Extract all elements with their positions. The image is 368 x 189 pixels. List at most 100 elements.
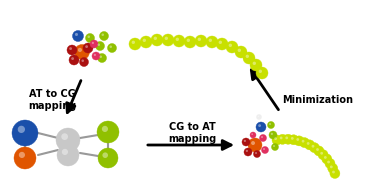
Circle shape [12, 120, 38, 146]
Circle shape [246, 150, 248, 152]
Circle shape [151, 34, 163, 46]
Circle shape [312, 145, 314, 148]
Circle shape [187, 39, 190, 42]
Circle shape [110, 46, 112, 48]
Circle shape [140, 36, 152, 48]
Circle shape [243, 52, 255, 64]
Circle shape [274, 137, 277, 140]
Circle shape [85, 45, 88, 48]
Circle shape [320, 152, 323, 155]
Circle shape [107, 43, 117, 53]
Circle shape [280, 136, 283, 139]
Circle shape [289, 135, 299, 145]
Circle shape [153, 37, 157, 40]
Circle shape [302, 140, 304, 143]
Circle shape [83, 43, 93, 53]
Circle shape [69, 55, 79, 65]
Circle shape [69, 47, 72, 50]
Circle shape [244, 140, 246, 142]
Circle shape [75, 33, 78, 36]
Circle shape [324, 156, 327, 159]
Circle shape [92, 42, 94, 44]
Circle shape [251, 141, 255, 145]
Circle shape [244, 148, 252, 156]
Circle shape [269, 123, 271, 125]
Circle shape [314, 146, 324, 156]
Circle shape [72, 30, 84, 42]
Circle shape [56, 128, 80, 152]
Circle shape [272, 143, 279, 150]
Circle shape [259, 135, 266, 142]
Circle shape [255, 152, 257, 154]
Circle shape [251, 133, 253, 135]
Circle shape [246, 55, 249, 58]
Circle shape [258, 124, 261, 127]
Circle shape [309, 143, 319, 153]
Circle shape [198, 38, 201, 41]
Circle shape [256, 122, 266, 132]
Circle shape [162, 34, 174, 46]
Circle shape [250, 132, 256, 138]
Circle shape [273, 145, 275, 147]
Circle shape [96, 42, 105, 50]
Circle shape [99, 32, 109, 40]
Circle shape [318, 150, 328, 160]
Circle shape [85, 33, 95, 43]
Circle shape [330, 166, 333, 168]
Circle shape [263, 148, 265, 150]
Circle shape [271, 133, 273, 135]
Circle shape [78, 48, 82, 52]
Circle shape [296, 138, 299, 141]
Circle shape [307, 142, 309, 145]
Circle shape [261, 136, 263, 138]
Circle shape [256, 115, 262, 119]
Circle shape [164, 37, 168, 40]
Circle shape [269, 131, 277, 139]
Circle shape [328, 163, 338, 173]
Circle shape [219, 41, 222, 44]
Circle shape [254, 150, 261, 157]
Circle shape [18, 126, 25, 133]
Circle shape [143, 39, 146, 42]
Circle shape [98, 43, 100, 46]
Circle shape [235, 46, 247, 58]
Circle shape [206, 36, 218, 48]
Circle shape [19, 152, 25, 158]
Circle shape [98, 53, 106, 63]
Circle shape [248, 138, 262, 152]
Circle shape [94, 54, 96, 56]
Text: AT to CG
mapping: AT to CG mapping [28, 89, 76, 111]
Circle shape [71, 57, 74, 60]
Circle shape [322, 154, 332, 164]
Circle shape [316, 148, 319, 151]
Circle shape [216, 38, 228, 50]
Circle shape [97, 121, 119, 143]
Circle shape [327, 161, 330, 163]
Circle shape [272, 135, 282, 145]
Circle shape [209, 39, 212, 42]
Circle shape [285, 136, 288, 139]
Circle shape [332, 171, 335, 174]
Circle shape [102, 152, 108, 158]
Circle shape [258, 116, 259, 117]
Circle shape [300, 138, 309, 148]
Circle shape [229, 44, 232, 47]
Circle shape [102, 126, 108, 132]
Circle shape [132, 41, 135, 44]
Circle shape [173, 35, 185, 47]
Circle shape [90, 40, 98, 48]
Circle shape [226, 41, 238, 53]
Circle shape [57, 144, 79, 166]
Circle shape [325, 158, 335, 168]
Circle shape [74, 44, 89, 60]
Circle shape [291, 137, 294, 140]
Circle shape [195, 35, 207, 47]
Circle shape [259, 70, 262, 73]
Circle shape [184, 36, 196, 48]
Circle shape [129, 38, 141, 50]
Text: CG to AT
mapping: CG to AT mapping [168, 122, 216, 144]
Circle shape [92, 52, 100, 60]
Circle shape [268, 122, 275, 129]
Circle shape [238, 49, 241, 52]
Circle shape [256, 67, 268, 79]
